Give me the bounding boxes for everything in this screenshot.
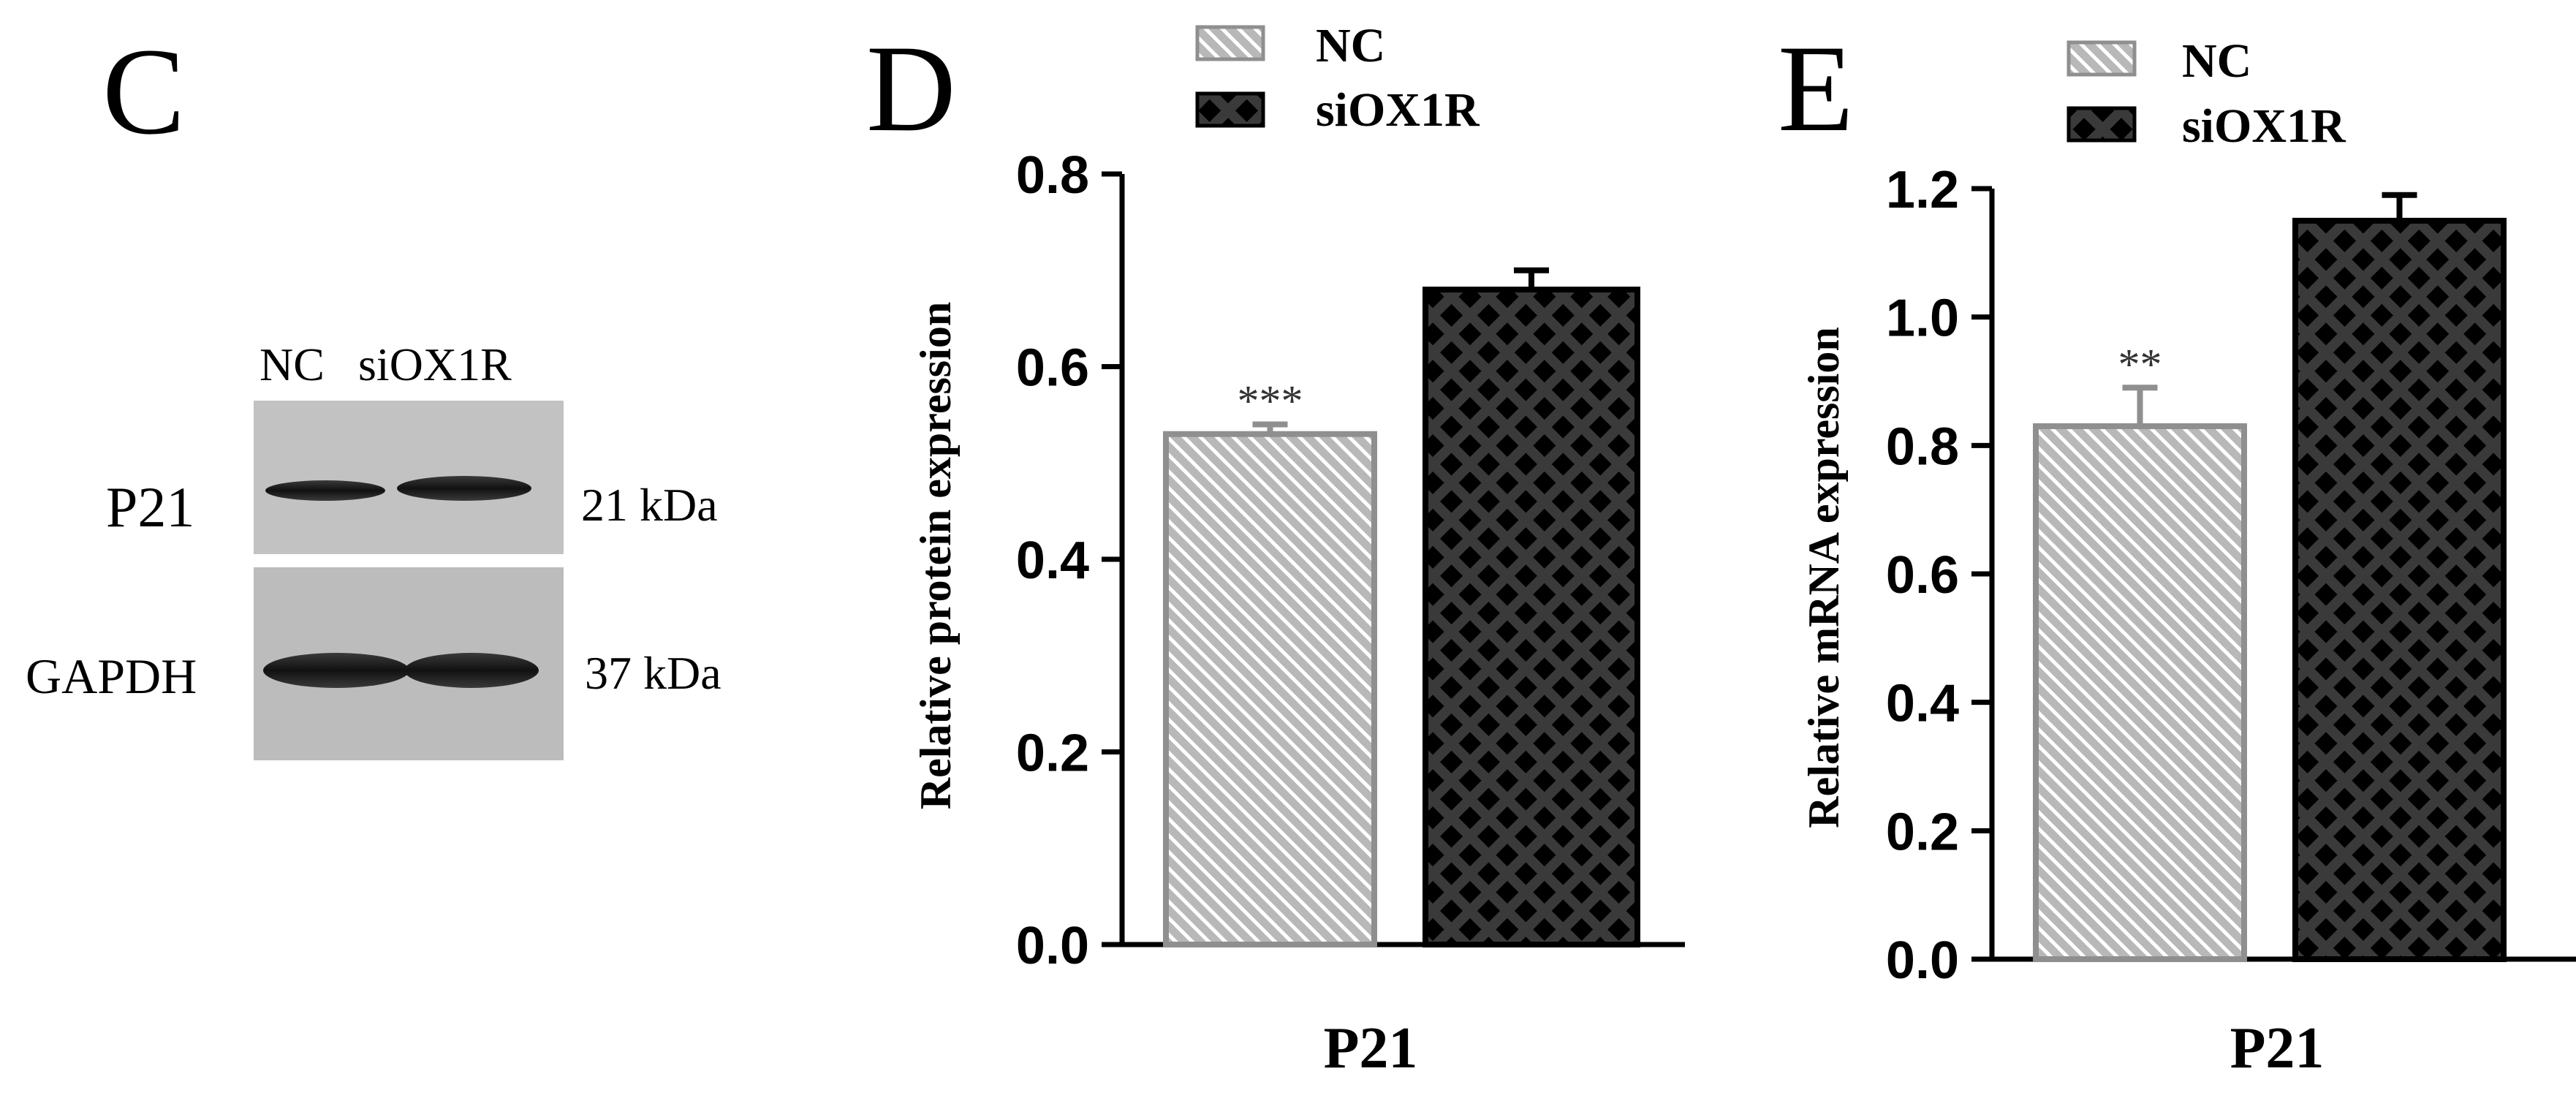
- y-tick-label: 0.2: [1886, 803, 1959, 861]
- bar-nc: [1163, 431, 1377, 947]
- plot-area: 0.0 0.2 0.4 0.6 0.8 1.0 1.2 **: [1886, 161, 2576, 990]
- legend-siox1r-swatch: [1195, 91, 1265, 128]
- significance-label: ***: [1238, 377, 1303, 425]
- band-p21-nc: [265, 480, 385, 501]
- y-tick-label: 0.4: [1016, 531, 1089, 590]
- x-axis-label: P21: [2230, 1016, 2325, 1081]
- legend-nc-label: NC: [1316, 19, 1385, 72]
- panel-e-letter: E: [1778, 20, 1854, 157]
- protein-label-p21: P21: [106, 475, 194, 539]
- x-axis-label: P21: [1324, 1016, 1418, 1081]
- y-axis-label: Relative protein expression: [912, 302, 960, 809]
- lane-label-nc: NC: [260, 338, 325, 390]
- y-tick-label: 1.2: [1886, 161, 1959, 219]
- bar-siox1r: [1423, 287, 1640, 948]
- y-axis-label: Relative mRNA expression: [1800, 327, 1848, 828]
- legend-nc-swatch: [1195, 25, 1265, 61]
- blot-p21: [254, 401, 564, 554]
- y-tick-label: 0.6: [1886, 546, 1959, 605]
- legend-nc-swatch: [2067, 40, 2137, 77]
- lane-label-siox1r: siOX1R: [358, 338, 512, 390]
- y-tick-label: 0.8: [1016, 146, 1089, 205]
- size-label-gapdh: 37 kDa: [585, 647, 721, 699]
- y-tick-label: 0.2: [1016, 724, 1089, 783]
- protein-label-gapdh: GAPDH: [26, 648, 197, 704]
- panel-d-letter: D: [866, 20, 956, 157]
- panel-d: D NC siOX1R Relative protein expression …: [866, 19, 1685, 1081]
- plot-area: 0.0 0.2 0.4 0.6 0.8 ***: [1016, 146, 1685, 975]
- y-tick-label: 0.0: [1886, 931, 1959, 990]
- panel-e: E NC siOX1R Relative mRNA expression P21…: [1778, 20, 2576, 1081]
- y-tick-label: 0.8: [1886, 417, 1959, 476]
- size-label-p21: 21 kDa: [581, 479, 718, 531]
- band-p21-siox1r: [397, 476, 531, 501]
- legend-siox1r-label: siOX1R: [2182, 99, 2346, 153]
- y-tick-label: 0.4: [1886, 675, 1959, 733]
- bar-siox1r: [2292, 217, 2507, 962]
- panel-c: C NC siOX1R P21 21 kDa GAPDH 37 kDa: [26, 23, 721, 760]
- significance-label: **: [2118, 340, 2162, 388]
- legend-nc-label: NC: [2182, 34, 2251, 88]
- band-gapdh-siox1r: [404, 653, 539, 688]
- bar-nc: [2033, 423, 2247, 962]
- y-tick-label: 0.0: [1016, 917, 1089, 975]
- panel-c-letter: C: [102, 23, 185, 160]
- band-gapdh-nc: [263, 653, 409, 688]
- y-tick-label: 0.6: [1016, 339, 1089, 398]
- legend-siox1r-swatch: [2067, 106, 2137, 143]
- y-tick-label: 1.0: [1886, 290, 1959, 348]
- legend-siox1r-label: siOX1R: [1316, 83, 1480, 137]
